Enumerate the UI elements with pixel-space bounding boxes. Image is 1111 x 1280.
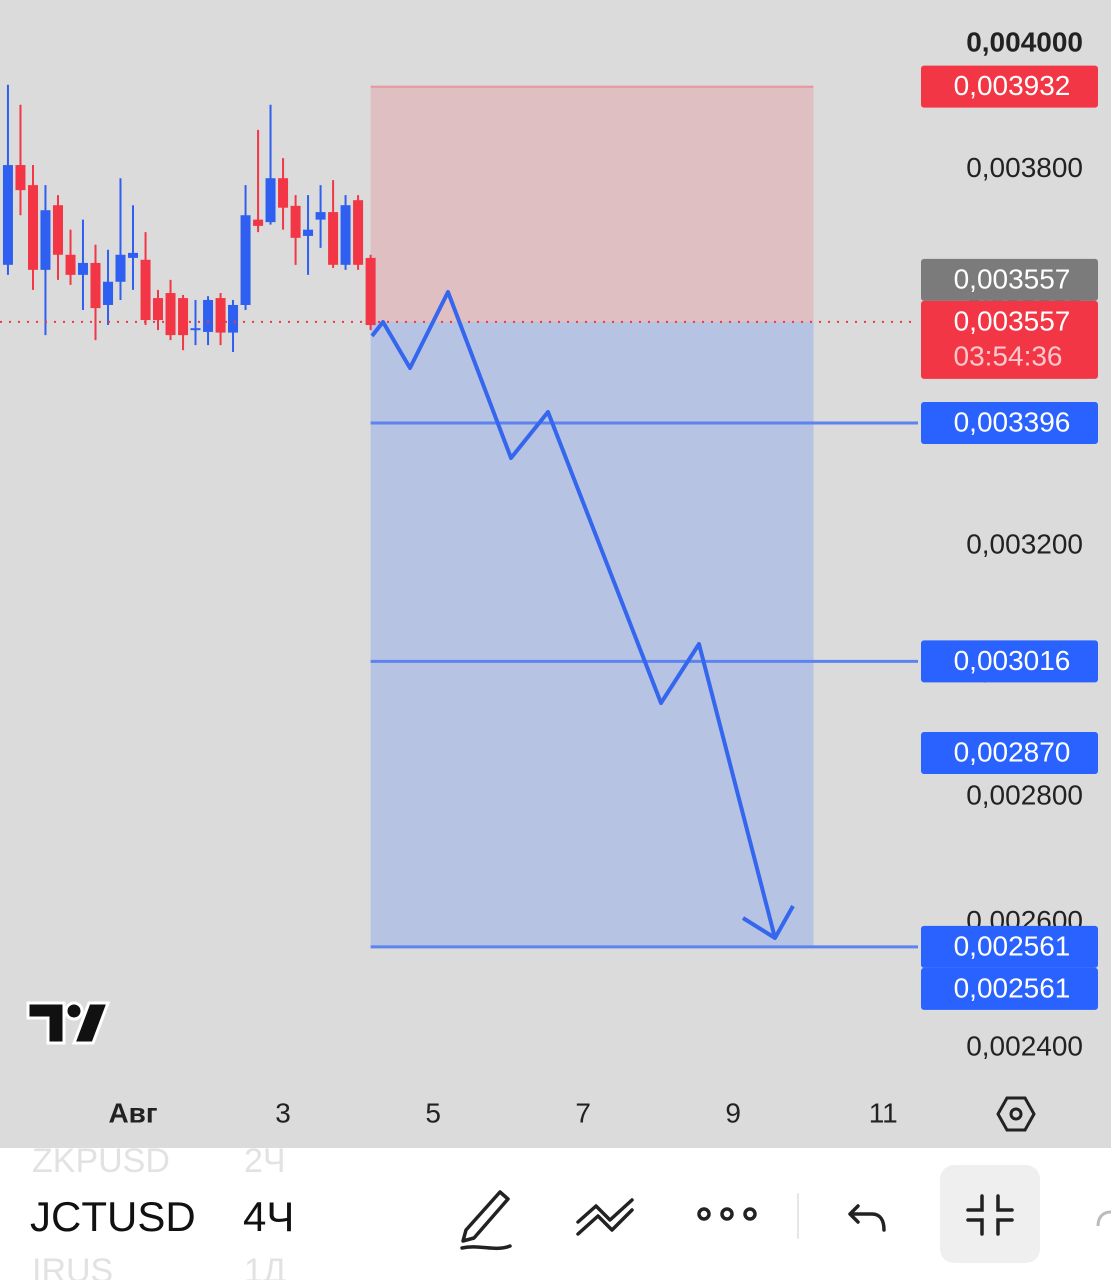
candle-body — [40, 210, 51, 270]
x-tick-label: 7 — [575, 1097, 591, 1128]
candle-body — [52, 205, 63, 255]
candle-body — [240, 215, 251, 305]
candle-body — [28, 185, 39, 270]
candle-body — [115, 254, 126, 282]
price-tag-label: 0,003557 — [954, 263, 1071, 294]
interval[interactable]: 1Д — [244, 1252, 286, 1280]
price-tag-label: 0,003016 — [954, 645, 1071, 676]
price-tag — [921, 300, 1098, 379]
symbol[interactable]: ZKPUSD — [32, 1148, 170, 1180]
price-tag-label: 0,003932 — [954, 70, 1071, 101]
candle-body — [178, 298, 189, 336]
chart-layer: 0,0040000,0038000,0036000,0034000,003200… — [0, 26, 1083, 1128]
candle-body — [15, 165, 26, 191]
price-tag-label: 0,002870 — [954, 736, 1071, 767]
price-tag — [921, 401, 1098, 444]
candle-body — [128, 252, 139, 258]
toolbar-icons — [460, 1165, 1111, 1263]
forecast-arrow — [370, 290, 795, 940]
x-tick-label: 3 — [275, 1097, 291, 1128]
price-tag-label: 0,002561 — [954, 972, 1071, 1003]
price-tag — [921, 258, 1098, 301]
candle-body — [2, 165, 13, 265]
candle-body — [65, 254, 76, 275]
price-tags: 0,003932 0,003557 0,003557 03:54:36 0,003396… — [921, 65, 1098, 1010]
candle-body — [365, 257, 376, 326]
x-tick-label: 9 — [725, 1097, 741, 1128]
collapse-button[interactable] — [940, 1165, 1040, 1263]
candle-body — [90, 262, 101, 309]
undo-icon[interactable] — [848, 1204, 886, 1232]
edge-icon — [1096, 1210, 1111, 1227]
price-tag-label: 0,002561 — [954, 930, 1071, 961]
chart: 0,0040000,0038000,0036000,0034000,003200… — [0, 26, 1098, 1132]
candle-body — [165, 293, 176, 336]
more-icon[interactable] — [697, 1207, 757, 1221]
draw-icon[interactable] — [460, 1190, 512, 1251]
tradingview-logo — [26, 1001, 111, 1045]
candle-body — [303, 229, 314, 236]
candle-body — [265, 178, 276, 223]
price-tag — [921, 967, 1098, 1010]
candle-body — [353, 200, 364, 265]
countdown: 03:54:36 — [954, 340, 1063, 371]
candle-body — [77, 262, 88, 275]
price-tag-label: 0,003557 — [954, 305, 1071, 336]
price-tag-label: 0,003396 — [954, 406, 1071, 437]
y-tick-label: 0,002400 — [966, 1030, 1083, 1061]
symbol[interactable]: IRUS — [32, 1252, 114, 1280]
y-tick-label: 0,002800 — [966, 779, 1083, 810]
price-tag — [921, 732, 1098, 775]
candle-body — [290, 205, 301, 238]
candle-body — [228, 304, 239, 333]
candle-body — [278, 178, 289, 208]
y-tick-label: 0,004000 — [966, 26, 1083, 57]
price-tag — [921, 640, 1098, 683]
candle-body — [152, 298, 163, 321]
interval[interactable]: 2Ч — [244, 1148, 286, 1180]
candle-body — [215, 298, 226, 333]
toolbar: ZKPUSD 2Ч JCTUSD 4Ч IRUS 1Д — [0, 1148, 1111, 1280]
trend-icon[interactable] — [576, 1198, 634, 1236]
symbol[interactable]: JCTUSD — [30, 1193, 196, 1240]
target-zone — [370, 321, 814, 947]
candle-body — [190, 328, 201, 331]
price-tag — [921, 65, 1098, 108]
candle-body — [253, 219, 264, 226]
candle-body — [328, 212, 339, 265]
y-tick-label: 0,003800 — [966, 152, 1083, 183]
x-tick-label: 5 — [425, 1097, 441, 1128]
price-tag — [921, 925, 1098, 968]
interval[interactable]: 4Ч — [243, 1193, 295, 1240]
candle-body — [340, 205, 351, 265]
y-tick-label: 0,003200 — [966, 528, 1083, 559]
candle-body — [103, 281, 114, 305]
candle-body — [315, 212, 326, 220]
x-tick-label: Авг — [108, 1097, 157, 1128]
candle-body — [203, 299, 214, 332]
x-tick-label: 11 — [869, 1097, 898, 1128]
collapse-icon[interactable] — [966, 1194, 1014, 1236]
settings-icon[interactable] — [996, 1096, 1036, 1132]
candle-body — [140, 259, 151, 321]
stop-zone — [370, 86, 814, 322]
